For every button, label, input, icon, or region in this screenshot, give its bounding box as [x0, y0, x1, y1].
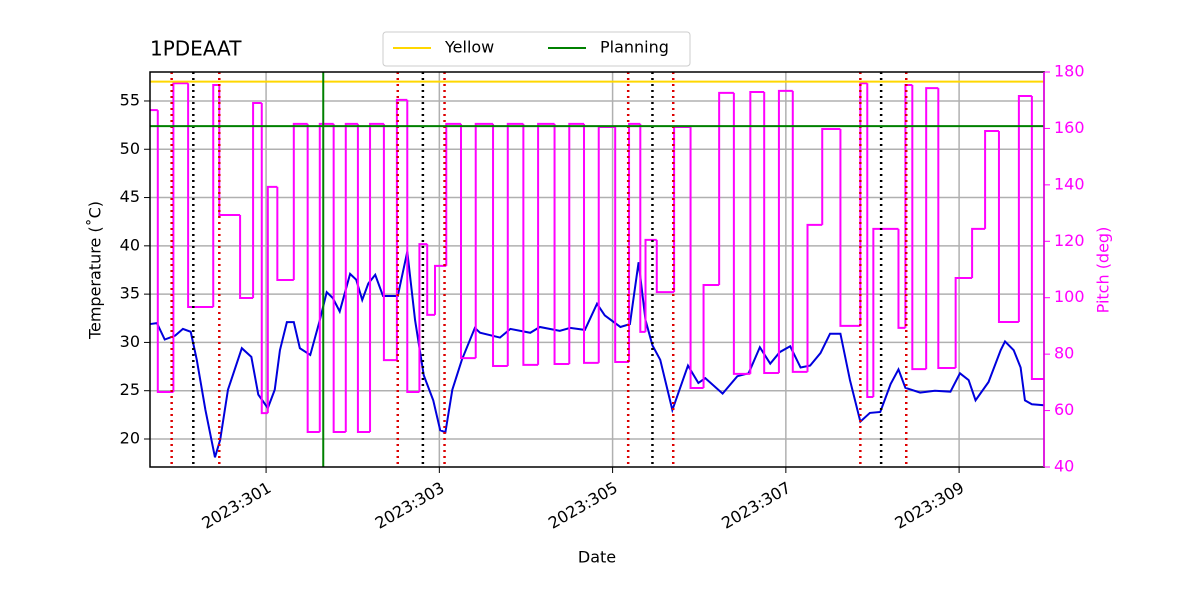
y-tick-label: 35 [120, 284, 140, 303]
pitch-step [239, 215, 254, 299]
pitch-step [306, 123, 320, 434]
pitch-step [522, 123, 539, 366]
pitch-step [872, 227, 899, 398]
pitch-step [260, 103, 268, 415]
pitch-step [644, 238, 657, 332]
pitch-step [839, 128, 861, 327]
pitch-step [356, 123, 371, 434]
y-tick-label: 30 [120, 332, 140, 351]
legend-label: Yellow [444, 38, 494, 57]
legend-box [382, 31, 691, 67]
pitch-step [459, 123, 476, 360]
y2-tick-label: 40 [1054, 457, 1074, 476]
pitch-step [749, 91, 765, 374]
y-axis-label: Temperature (˚C) [86, 201, 105, 340]
pitch-step [655, 239, 675, 294]
pitch-step [553, 123, 570, 366]
pitch-step [925, 87, 939, 370]
pitch-step [506, 122, 524, 366]
pitch-step [821, 127, 841, 225]
pitch-step [568, 122, 585, 365]
x-tick-label: 2023:303 [372, 478, 448, 533]
pitch-step [628, 122, 641, 363]
pitch-step [897, 228, 906, 329]
y-tick-label: 20 [120, 428, 140, 447]
y2-tick-label: 160 [1054, 118, 1085, 137]
pitch-step [266, 185, 278, 414]
pitch-step [673, 126, 691, 293]
pitch-step [911, 84, 927, 371]
pitch-step [187, 83, 214, 309]
y2-tick-label: 140 [1054, 174, 1085, 193]
pitch-step [445, 122, 461, 266]
pitch-step [276, 186, 294, 281]
y2-tick-label: 80 [1054, 344, 1074, 363]
pitch-step [718, 91, 734, 286]
pitch-step [344, 122, 358, 433]
legend-label: Planning [600, 38, 669, 57]
x-tick-label: 2023:309 [891, 478, 967, 533]
chart-title: 1PDEAAT [150, 37, 242, 61]
x-axis-label: Date [578, 548, 616, 567]
pitch-step [859, 82, 868, 326]
pitch-step [369, 122, 384, 433]
y-tick-label: 50 [120, 139, 140, 158]
pitch-step [1030, 95, 1044, 380]
pitch-step [954, 276, 973, 368]
plot-frame [149, 71, 1045, 468]
pitch-step [791, 90, 808, 373]
y2-tick-label: 60 [1054, 400, 1074, 419]
pitch-step [971, 227, 986, 278]
pitch-step [434, 264, 447, 315]
pitch-step [172, 82, 189, 392]
x-tick-label: 2023:307 [718, 478, 794, 533]
pitch-step [702, 284, 720, 388]
pitch-step [806, 223, 823, 372]
pitch-step [937, 88, 956, 369]
x-tick-label: 2023:305 [545, 478, 621, 533]
pitch-step [252, 102, 262, 298]
pitch-step [689, 127, 704, 389]
pitch-step [395, 98, 408, 361]
pitch-step [426, 244, 436, 316]
pitch-step [997, 130, 1019, 323]
temperature-line [149, 251, 1045, 458]
pitch-step [474, 122, 494, 359]
y2-tick-label: 100 [1054, 287, 1085, 306]
y-tick-label: 55 [120, 90, 140, 109]
y2-tick-label: 180 [1054, 62, 1085, 81]
x-tick-label: 2023:301 [198, 478, 274, 533]
pitch-step [418, 243, 428, 392]
pitch-step [406, 99, 420, 393]
y-tick-label: 45 [120, 187, 140, 206]
y2-axis-label: Pitch (deg) [1094, 227, 1113, 314]
y-tick-label: 40 [120, 235, 140, 254]
pitch-step [156, 110, 174, 393]
pitch-step [732, 92, 751, 375]
pitch-step [332, 123, 346, 434]
pitch-step [777, 89, 793, 374]
pitch-step [984, 129, 999, 229]
y-tick-label: 25 [120, 380, 140, 399]
pitch-step [614, 127, 630, 364]
pitch-step [1017, 94, 1032, 322]
y2-tick-label: 120 [1054, 231, 1085, 250]
pitch-step [583, 123, 599, 364]
pitch-step [218, 84, 241, 217]
pitch-step [212, 83, 220, 308]
pitch-step [639, 123, 646, 333]
pitch-step [382, 123, 397, 362]
pitch-step [537, 122, 555, 365]
pitch-step [492, 123, 508, 367]
pitch-step [318, 122, 334, 433]
pitch-step [292, 122, 308, 280]
pitch-step [763, 92, 779, 375]
pitch-step [866, 83, 874, 399]
